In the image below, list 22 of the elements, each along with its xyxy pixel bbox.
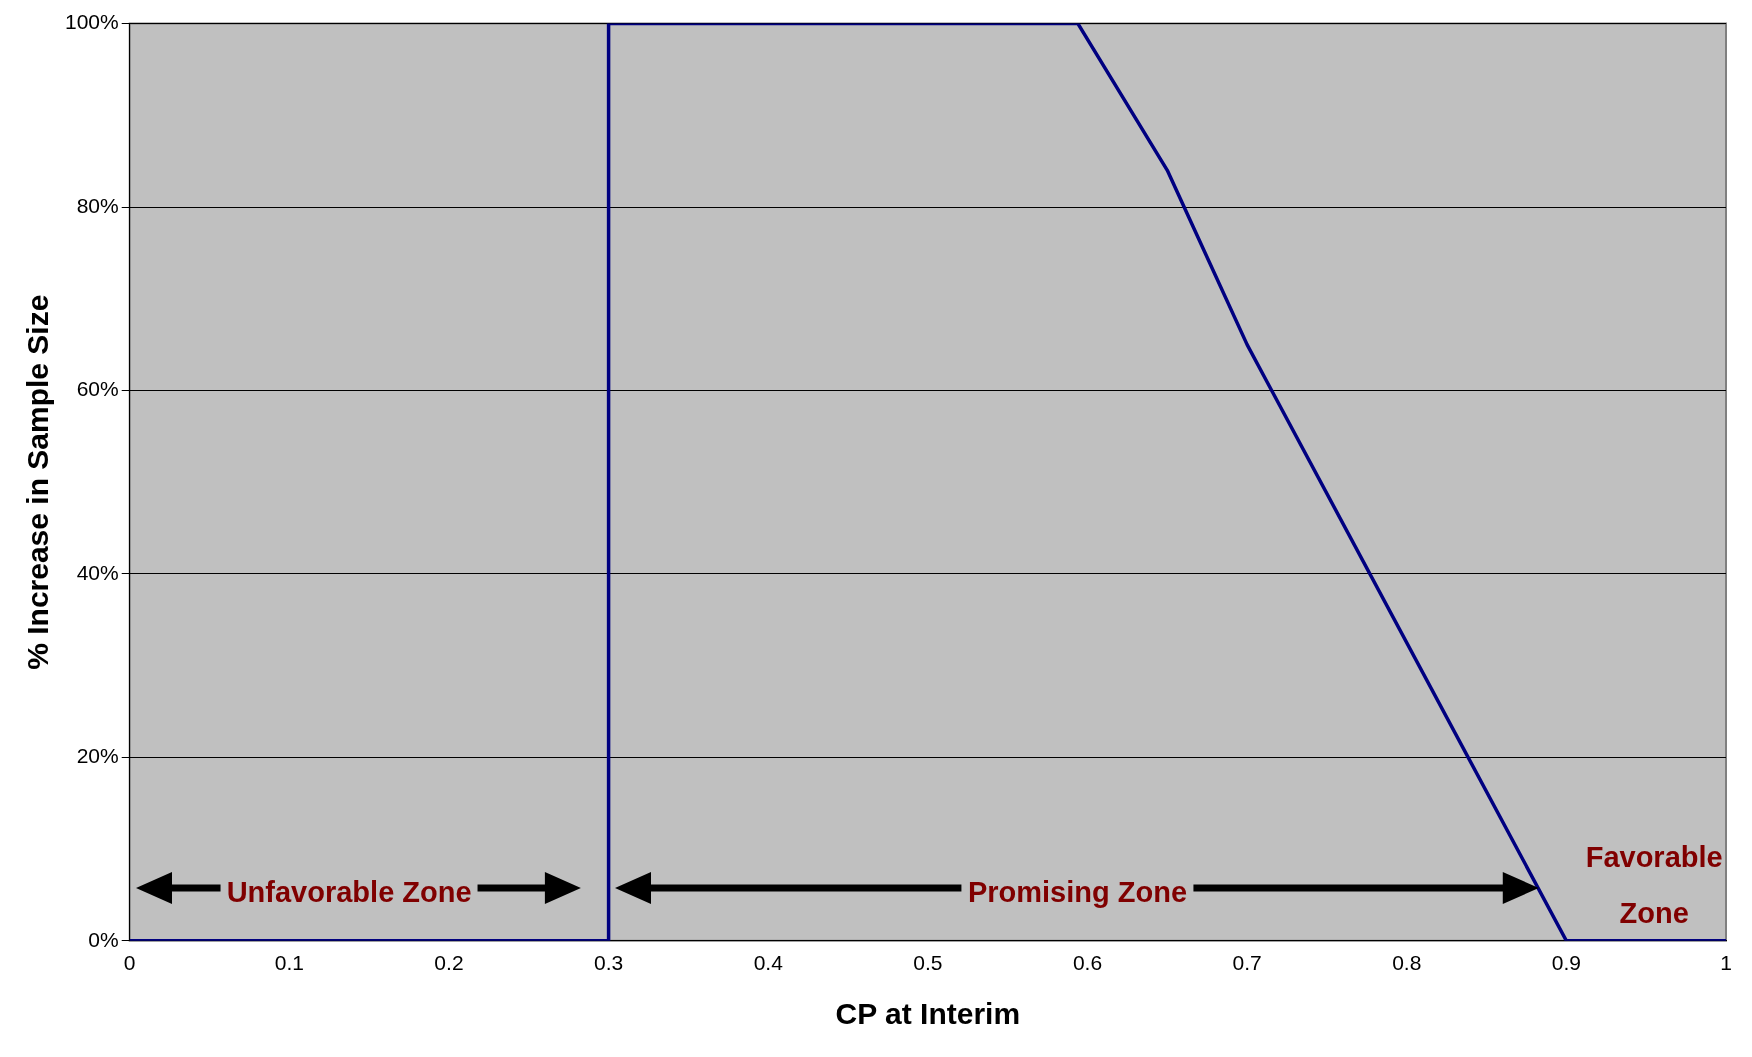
y-tick-label: 0% — [88, 927, 119, 951]
y-tick-label: 80% — [76, 193, 119, 217]
y-tick-label: 20% — [76, 744, 119, 768]
annotation: Promising Zone — [961, 874, 1194, 909]
x-tick-label: 0.3 — [594, 951, 624, 975]
x-tick-label: 0 — [123, 951, 136, 975]
x-tick-label: 0.6 — [1072, 951, 1103, 975]
x-tick-label: 0.8 — [1392, 951, 1422, 975]
x-tick-label: 0.9 — [1551, 951, 1581, 975]
x-tick-label: 0.4 — [753, 951, 784, 975]
x-tick-label: 1 — [1720, 951, 1732, 975]
annotation: Unfavorable Zone — [220, 874, 478, 909]
x-axis-title: CP at Interim — [835, 997, 1021, 1031]
x-tick-label: 0.5 — [913, 951, 943, 975]
x-tick-label: 0.7 — [1232, 951, 1262, 975]
annotation: Favorable Zone — [1584, 839, 1724, 931]
y-axis-title: % Increase in Sample Size — [21, 294, 55, 670]
y-tick-label: 40% — [76, 560, 119, 584]
y-tick-label: 100% — [64, 10, 119, 34]
y-tick-label: 60% — [76, 377, 119, 401]
x-tick-label: 0.1 — [274, 951, 304, 975]
x-tick-label: 0.2 — [434, 951, 464, 975]
